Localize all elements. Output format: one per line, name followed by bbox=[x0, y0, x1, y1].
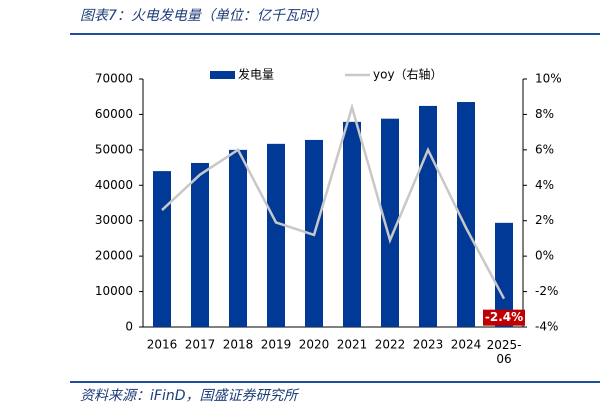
y2-tick-label: 8% bbox=[535, 107, 554, 121]
label-box bbox=[483, 309, 525, 326]
bar bbox=[229, 149, 247, 327]
legend-label: 发电量 bbox=[238, 67, 274, 82]
y-tick-label: 50000 bbox=[95, 142, 133, 156]
bar bbox=[457, 102, 475, 328]
chart-title: 图表7：火电发电量（单位：亿千瓦时） bbox=[80, 8, 327, 24]
y-tick-label: 0 bbox=[125, 320, 133, 334]
bar bbox=[419, 105, 437, 327]
y-tick-label: 20000 bbox=[95, 249, 133, 263]
x-tick-label: 2016 bbox=[147, 338, 178, 352]
legend-label: yoy（右轴） bbox=[373, 67, 443, 82]
y-tick-label: 40000 bbox=[95, 178, 133, 192]
y2-tick-label: 6% bbox=[535, 142, 554, 156]
bar bbox=[153, 171, 171, 327]
line bbox=[161, 102, 506, 300]
bar bbox=[381, 118, 399, 328]
x-tick-label: 2022 bbox=[375, 338, 406, 352]
legend-swatch bbox=[210, 71, 235, 79]
x-tick-label: 2023 bbox=[413, 338, 444, 352]
x-tick-label: 2017 bbox=[185, 338, 216, 352]
bar bbox=[191, 162, 209, 327]
x-tick-label: 2020 bbox=[299, 338, 330, 352]
x-tick-label: 2018 bbox=[223, 338, 254, 352]
y2-tick-label: 10% bbox=[535, 72, 562, 86]
bar bbox=[495, 222, 513, 327]
source: 资料来源：iFinD，国盛证券研究所 bbox=[80, 388, 299, 404]
y2-tick-label: 2% bbox=[535, 213, 554, 227]
y2-tick-label: -4% bbox=[535, 320, 558, 334]
y2-tick-label: -2% bbox=[535, 284, 558, 298]
x-tick-label: 2025-06 bbox=[487, 338, 522, 366]
y-tick-label: 70000 bbox=[95, 72, 133, 86]
y-tick-label: 60000 bbox=[95, 107, 133, 121]
bar bbox=[267, 143, 285, 327]
bar bbox=[343, 121, 361, 328]
y-tick-label: 10000 bbox=[95, 284, 133, 298]
y-tick-label: 30000 bbox=[95, 213, 133, 227]
x-tick-label: 2019 bbox=[261, 338, 292, 352]
y2-tick-label: 4% bbox=[535, 178, 554, 192]
value-label: -2.4% bbox=[485, 310, 523, 324]
x-tick-label: 2021 bbox=[337, 338, 368, 352]
y2-tick-label: 0% bbox=[535, 249, 554, 263]
x-tick-label: 2024 bbox=[451, 338, 482, 352]
